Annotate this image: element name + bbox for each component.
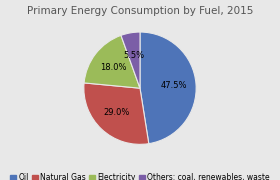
Title: Primary Energy Consumption by Fuel, 2015: Primary Energy Consumption by Fuel, 2015 [27,6,253,16]
Text: 47.5%: 47.5% [160,81,187,90]
Text: 29.0%: 29.0% [104,108,130,117]
Wedge shape [121,32,140,88]
Legend: Oil, Natural Gas, Electricity, Others: coal, renewables, waste: Oil, Natural Gas, Electricity, Others: c… [7,170,273,180]
Text: 18.0%: 18.0% [100,63,127,72]
Wedge shape [84,35,140,88]
Wedge shape [84,83,149,144]
Text: 5.5%: 5.5% [124,51,145,60]
Wedge shape [140,32,196,144]
